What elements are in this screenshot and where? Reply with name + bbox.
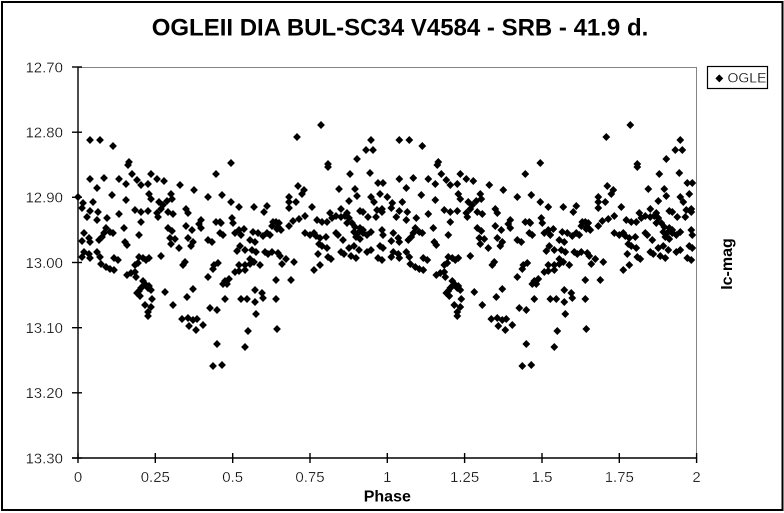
svg-text:12.90: 12.90 [25,190,63,207]
svg-text:2: 2 [692,469,700,486]
svg-text:13.00: 13.00 [25,255,63,272]
svg-text:13.30: 13.30 [25,450,63,467]
svg-text:1: 1 [383,469,391,486]
svg-text:1.75: 1.75 [605,469,634,486]
svg-text:0.75: 0.75 [295,469,324,486]
svg-text:12.80: 12.80 [25,125,63,142]
svg-text:1.5: 1.5 [532,469,553,486]
svg-text:0: 0 [74,469,82,486]
svg-text:Ic-mag: Ic-mag [719,238,736,290]
svg-text:1.25: 1.25 [450,469,479,486]
svg-text:13.10: 13.10 [25,320,63,337]
svg-text:OGLEII DIA BUL-SC34 V4584 - SR: OGLEII DIA BUL-SC34 V4584 - SRB - 41.9 d… [152,15,649,42]
svg-text:12.70: 12.70 [25,59,63,76]
svg-text:0.5: 0.5 [222,469,243,486]
svg-text:Phase: Phase [364,489,411,506]
svg-text:0.25: 0.25 [141,469,170,486]
svg-text:OGLE: OGLE [728,70,767,86]
svg-text:13.20: 13.20 [25,385,63,402]
